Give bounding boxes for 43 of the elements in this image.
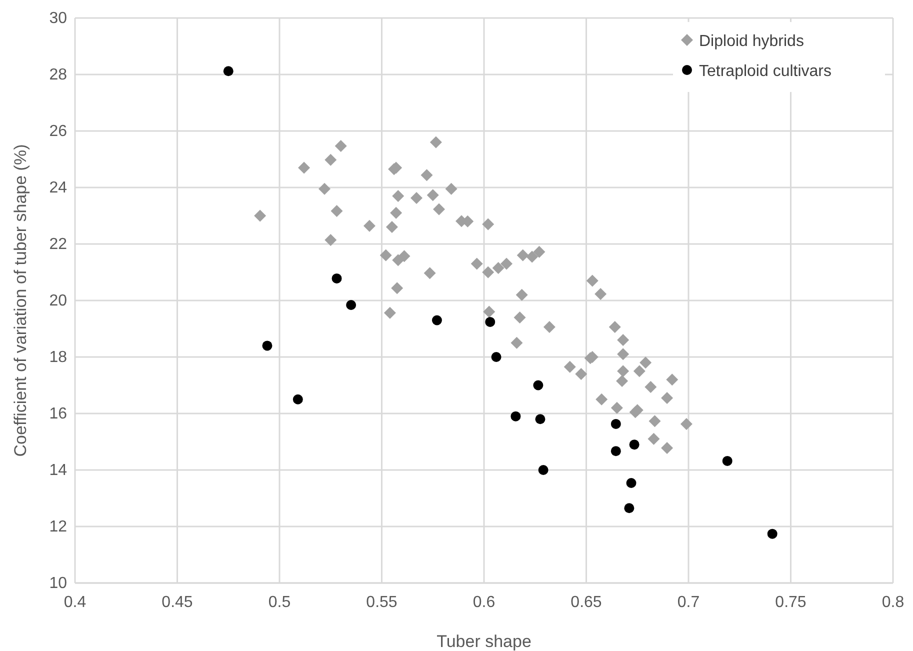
y-tick-label: 28 xyxy=(49,66,68,84)
point xyxy=(332,273,342,284)
point xyxy=(485,316,496,327)
y-tick-label: 18 xyxy=(49,349,68,366)
point xyxy=(610,446,621,456)
point xyxy=(491,352,502,362)
y-tick-label: 26 xyxy=(49,123,68,140)
legend-label: Tetraploid cultivars xyxy=(699,63,832,80)
y-tick-label: 10 xyxy=(49,575,68,592)
x-tick-label: 0.55 xyxy=(366,594,398,611)
point xyxy=(538,465,548,475)
point xyxy=(626,478,636,488)
y-tick-label: 14 xyxy=(49,462,68,479)
y-tick-label: 16 xyxy=(49,406,68,422)
point xyxy=(535,414,546,424)
point xyxy=(510,411,521,422)
x-tick-label: 0.65 xyxy=(570,594,602,611)
x-tick-label: 0.7 xyxy=(677,594,700,611)
point xyxy=(629,440,640,450)
point xyxy=(346,300,356,310)
x-tick-label: 0.75 xyxy=(775,594,806,611)
point xyxy=(624,503,634,514)
y-tick-label: 20 xyxy=(49,292,68,310)
x-tick-label: 0.8 xyxy=(882,594,904,611)
legend-label: Diploid hybrids xyxy=(699,33,804,50)
y-tick-label: 30 xyxy=(49,10,68,27)
point xyxy=(432,315,442,326)
x-tick-label: 0.5 xyxy=(268,594,291,611)
point xyxy=(292,394,303,404)
y-axis-title: Coefficient of variation of tuber shape (%) xyxy=(11,144,30,457)
point xyxy=(722,456,732,466)
point xyxy=(767,528,778,539)
point xyxy=(262,340,272,351)
x-tick-label: 0.45 xyxy=(162,594,193,611)
y-tick-label: 24 xyxy=(49,180,68,196)
point xyxy=(223,66,234,76)
x-tick-label: 0.4 xyxy=(64,594,86,611)
y-tick-label: 22 xyxy=(49,236,68,253)
x-tick-label: 0.6 xyxy=(472,594,496,611)
x-axis-title: Tuber shape xyxy=(436,632,532,651)
y-tick-label: 12 xyxy=(49,518,68,536)
point xyxy=(610,418,621,429)
point xyxy=(533,380,544,390)
